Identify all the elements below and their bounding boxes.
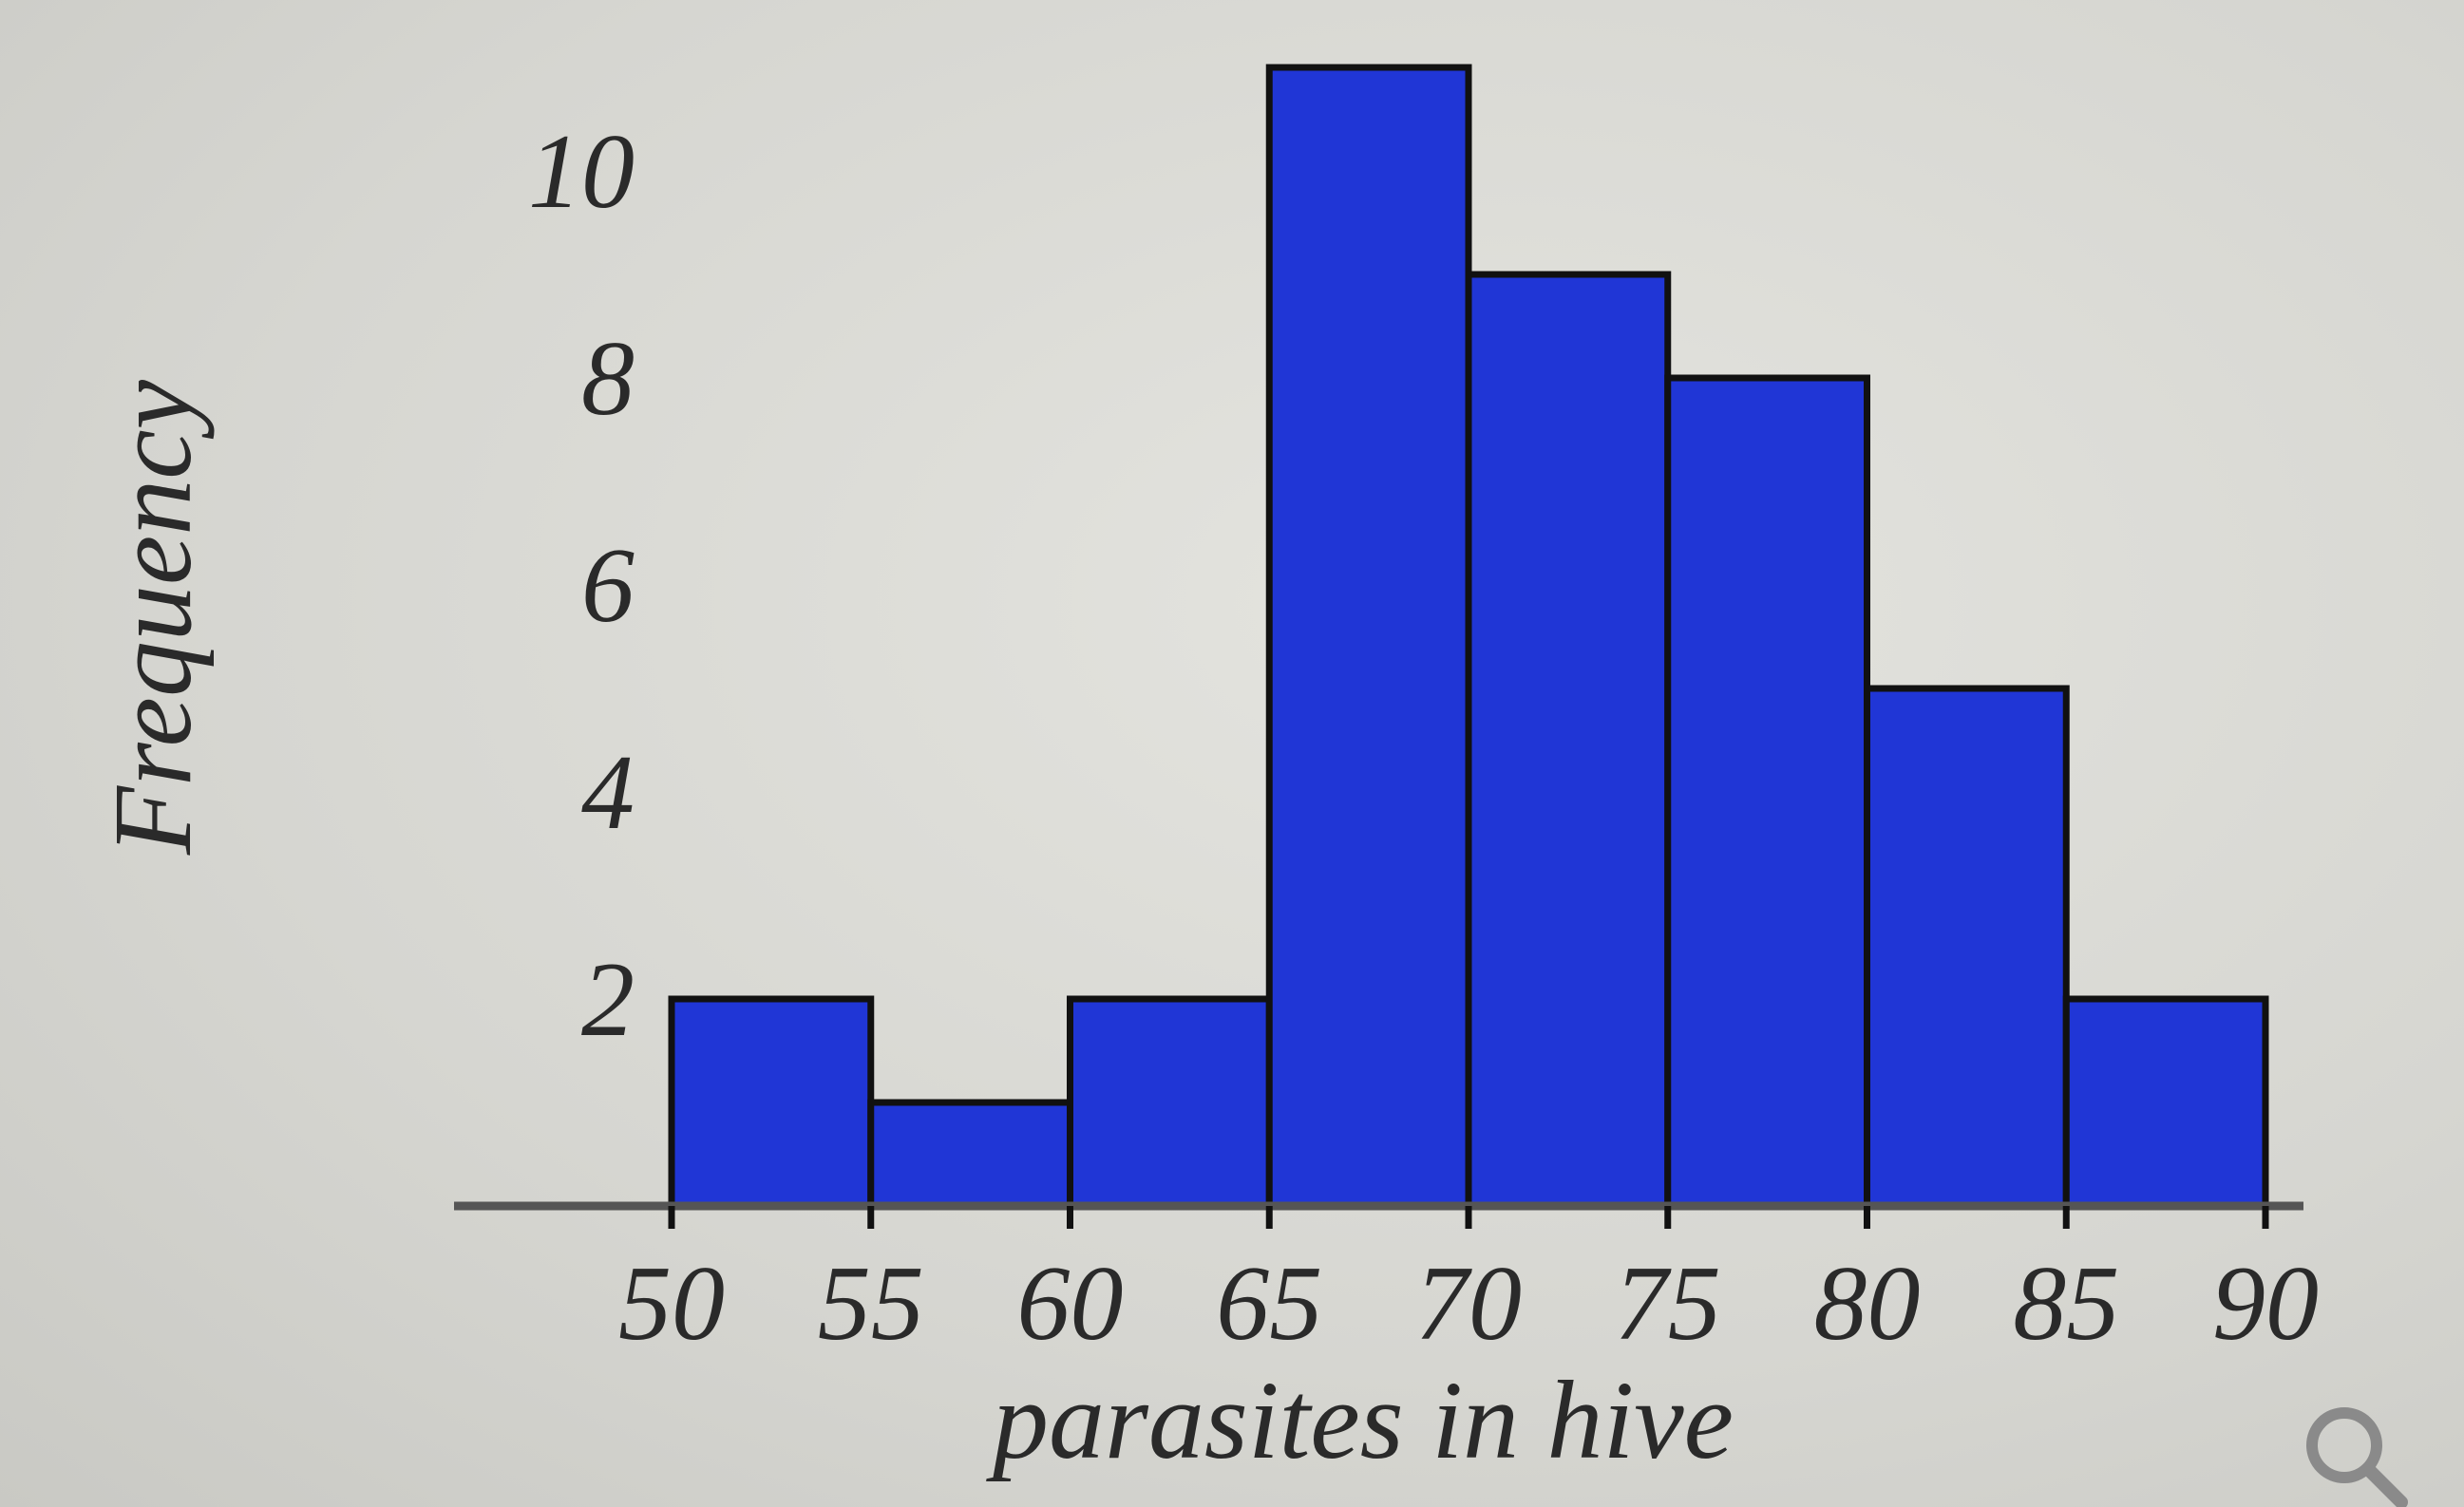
- y-tick-label: 10: [528, 113, 635, 231]
- y-tick-label: 8: [581, 320, 635, 438]
- y-tick-label: 6: [581, 527, 635, 645]
- x-tick-label: 70: [1415, 1245, 1522, 1363]
- x-tick-label: 90: [2212, 1245, 2319, 1363]
- x-ticks-group: 50 55 60 65 70 75 80 85 90: [618, 1206, 2319, 1363]
- y-axis-title: Frequency: [90, 379, 215, 856]
- histogram-bar: [2062, 995, 2269, 1210]
- x-axis-title: parasites in hive: [986, 1358, 1734, 1482]
- histogram-bar: [1067, 995, 1273, 1210]
- histogram-bar: [867, 1099, 1073, 1210]
- x-tick-label: 85: [2013, 1245, 2119, 1363]
- x-tick-label: 65: [1216, 1245, 1322, 1363]
- x-tick-label: 55: [818, 1245, 924, 1363]
- histogram-bar: [1664, 374, 1870, 1210]
- x-tick-label: 60: [1017, 1245, 1124, 1363]
- magnifier-icon[interactable]: [2289, 1396, 2413, 1507]
- bars-group: [668, 64, 2269, 1210]
- y-ticks-group: 2 4 6 8 10: [528, 113, 635, 1059]
- x-tick-label: 50: [618, 1245, 725, 1363]
- histogram-bar: [1864, 685, 2070, 1210]
- histogram-bar: [1265, 64, 1472, 1210]
- histogram-bar: [1465, 271, 1672, 1210]
- histogram-bar: [668, 995, 875, 1210]
- y-tick-label: 4: [581, 734, 635, 852]
- y-tick-label: 2: [581, 941, 635, 1059]
- x-tick-label: 80: [1814, 1245, 1921, 1363]
- x-tick-label: 75: [1615, 1245, 1721, 1363]
